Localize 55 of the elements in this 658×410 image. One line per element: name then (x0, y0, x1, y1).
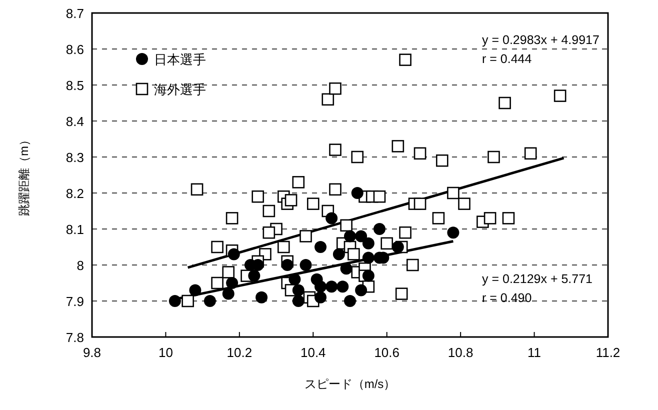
y-tick-label: 8.2 (66, 186, 84, 201)
annotation: y = 0.2983x + 4.9917 r = 0.444 (482, 33, 600, 66)
point (326, 212, 338, 224)
point (292, 284, 304, 296)
point (292, 295, 304, 307)
point (288, 273, 301, 286)
y-tick-label: 8.5 (66, 78, 84, 93)
point (228, 248, 240, 260)
point (355, 284, 368, 296)
x-tick-label: 10.8 (448, 345, 474, 360)
x-tick-label: 10 (158, 345, 173, 360)
point (248, 270, 260, 282)
point (204, 295, 216, 307)
x-tick-label: 10.6 (374, 345, 400, 360)
point (281, 259, 294, 271)
point (189, 284, 202, 296)
point (351, 187, 364, 199)
y-tick-label: 8.1 (66, 222, 84, 237)
y-tick-label: 8 (76, 258, 84, 273)
y-tick-label: 8.6 (66, 42, 84, 57)
point (344, 295, 356, 307)
point (326, 280, 338, 293)
point (362, 252, 374, 264)
point (355, 230, 368, 242)
point (340, 262, 352, 275)
point (344, 230, 356, 242)
y-tick-label: 8.4 (66, 114, 84, 129)
point (168, 295, 181, 307)
x-axis-title: スピード（m/s） (304, 377, 396, 391)
point (332, 248, 345, 260)
x-tick-label: 10.2 (226, 345, 252, 360)
point (256, 291, 268, 304)
point (314, 241, 327, 253)
point (314, 291, 327, 304)
point (336, 280, 349, 293)
x-tick-label: 11 (528, 345, 542, 360)
y-tick-label: 8.3 (66, 150, 84, 165)
x-tick-label: 11.2 (596, 345, 620, 360)
point (392, 241, 404, 253)
point (222, 288, 234, 300)
legend-label: 海外選手 (154, 82, 206, 97)
point (300, 259, 312, 271)
point (362, 237, 374, 250)
legend-label: 日本選手 (154, 52, 206, 67)
point (447, 226, 460, 239)
x-tick-label: 9.8 (82, 345, 102, 360)
point (362, 270, 374, 282)
point (314, 280, 327, 293)
y-tick-label: 8.7 (66, 6, 84, 21)
point (226, 277, 238, 289)
point (373, 223, 386, 235)
y-tick-label: 7.8 (66, 330, 84, 345)
x-tick-label: 10.4 (300, 345, 326, 360)
y-axis-title: 跳躍距離（m） (17, 134, 31, 216)
y-tick-label: 7.9 (66, 294, 84, 309)
